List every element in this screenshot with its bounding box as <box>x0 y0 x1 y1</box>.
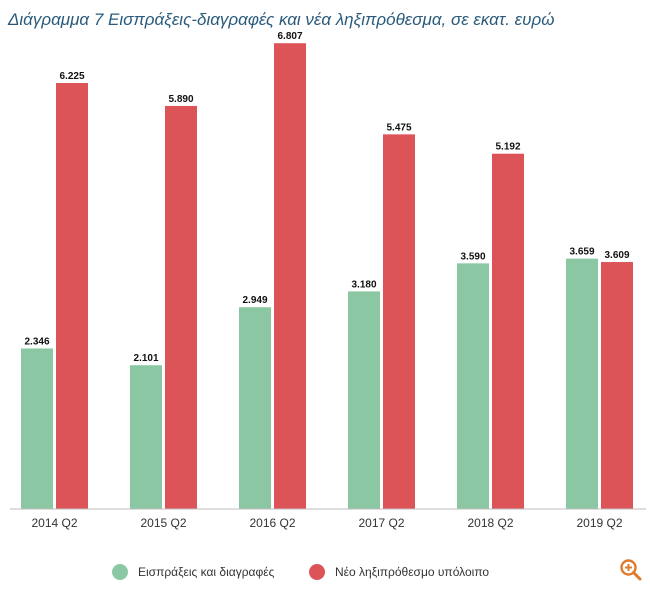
data-label: 2.346 <box>24 336 49 347</box>
data-label: 2.949 <box>242 295 267 306</box>
legend-marker <box>112 564 128 580</box>
zoom-in-icon <box>620 559 642 581</box>
x-tick-label: 2015 Q2 <box>140 516 186 530</box>
bar-new-arrears-2019-q2 <box>601 262 633 509</box>
bar-collections-2017-q2 <box>348 291 380 509</box>
x-tick-label: 2016 Q2 <box>249 516 295 530</box>
bar-new-arrears-2017-q2 <box>383 134 415 509</box>
data-label: 3.590 <box>460 251 485 262</box>
data-label: 2.101 <box>133 353 158 364</box>
data-label: 5.192 <box>495 142 520 153</box>
bar-new-arrears-2015-q2 <box>165 105 197 509</box>
data-label: 6.807 <box>277 31 302 42</box>
legend-label: Εισπράξεις και διαγραφές <box>138 565 275 579</box>
bar-collections-2018-q2 <box>457 263 489 509</box>
bar-new-arrears-2016-q2 <box>274 43 306 509</box>
data-label: 3.609 <box>604 250 629 261</box>
data-label: 3.659 <box>569 247 594 258</box>
x-tick-layer: 2014 Q2 2015 Q2 2016 Q2 2017 Q2 2018 Q2 2019 … <box>31 516 622 530</box>
x-tick-label: 2018 Q2 <box>467 516 513 530</box>
bar-collections-2015-q2 <box>130 365 162 509</box>
legend: Εισπράξεις και διαγραφές Νέο ληξιπρόθεσμο… <box>112 564 489 580</box>
bar-new-arrears-2014-q2 <box>56 83 88 510</box>
bar-new-arrears-2018-q2 <box>492 153 524 509</box>
x-tick-label: 2017 Q2 <box>358 516 404 530</box>
data-label: 3.180 <box>351 279 376 290</box>
legend-marker <box>309 564 325 580</box>
data-label: 6.225 <box>59 71 84 82</box>
bar-collections-2016-q2 <box>239 307 271 509</box>
data-label: 5.890 <box>168 94 193 105</box>
x-tick-label: 2019 Q2 <box>576 516 622 530</box>
zoom-button[interactable] <box>618 557 644 583</box>
chart-title: Διάγραμμα 7 Εισπράξεις-διαγραφές και νέα… <box>8 10 555 29</box>
legend-label: Νέο ληξιπρόθεσμο υπόλοιπο <box>335 565 489 579</box>
bar-collections-2014-q2 <box>21 348 53 509</box>
data-label: 5.475 <box>386 122 411 133</box>
x-tick-label: 2014 Q2 <box>31 516 77 530</box>
bars-layer: 2.346 6.225 2.101 5.890 2.949 6.807 3.180 5.475… <box>21 31 633 510</box>
bar-collections-2019-q2 <box>566 258 598 509</box>
